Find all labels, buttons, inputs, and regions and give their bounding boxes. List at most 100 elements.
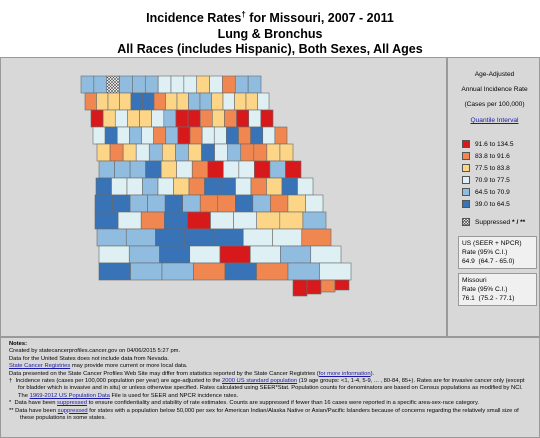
county-91[interactable] xyxy=(126,177,143,196)
county-146[interactable] xyxy=(224,262,257,281)
county-47[interactable] xyxy=(116,126,130,145)
county-2[interactable] xyxy=(106,75,120,94)
county-28[interactable] xyxy=(245,92,258,111)
county-139[interactable] xyxy=(249,245,281,264)
county-121[interactable] xyxy=(210,211,234,230)
county-104[interactable] xyxy=(112,194,131,213)
county-113[interactable] xyxy=(270,194,289,213)
county-70[interactable] xyxy=(214,143,228,162)
county-17[interactable] xyxy=(119,92,132,111)
county-147[interactable] xyxy=(256,262,289,281)
county-88[interactable] xyxy=(285,160,302,179)
county-77[interactable] xyxy=(114,160,131,179)
county-141[interactable] xyxy=(310,245,342,264)
county-98[interactable] xyxy=(235,177,252,196)
county-52[interactable] xyxy=(177,126,191,145)
county-58[interactable] xyxy=(250,126,264,145)
more-information-link[interactable]: for more information xyxy=(318,370,371,377)
county-114[interactable] xyxy=(287,194,306,213)
county-54[interactable] xyxy=(201,126,215,145)
county-24[interactable] xyxy=(199,92,212,111)
county-150[interactable] xyxy=(292,279,308,297)
county-9[interactable] xyxy=(196,75,210,94)
county-32[interactable] xyxy=(114,109,128,128)
county-44[interactable] xyxy=(260,109,274,128)
county-130[interactable] xyxy=(213,228,244,247)
county-62[interactable] xyxy=(109,143,124,162)
county-96[interactable] xyxy=(204,177,221,196)
county-100[interactable] xyxy=(266,177,283,196)
county-35[interactable] xyxy=(151,109,165,128)
county-118[interactable] xyxy=(140,211,165,230)
county-93[interactable] xyxy=(157,177,174,196)
county-103[interactable] xyxy=(94,194,113,213)
county-137[interactable] xyxy=(189,245,221,264)
county-34[interactable] xyxy=(139,109,152,128)
county-136[interactable] xyxy=(159,245,191,264)
county-23[interactable] xyxy=(188,92,201,111)
county-65[interactable] xyxy=(148,143,163,162)
county-25[interactable] xyxy=(211,92,224,111)
county-117[interactable] xyxy=(117,211,142,230)
county-26[interactable] xyxy=(222,92,235,111)
county-72[interactable] xyxy=(240,143,255,162)
county-134[interactable] xyxy=(98,245,130,264)
county-89[interactable] xyxy=(95,177,112,196)
county-22[interactable] xyxy=(176,92,189,111)
county-3[interactable] xyxy=(119,75,133,94)
county-63[interactable] xyxy=(122,143,137,162)
county-106[interactable] xyxy=(147,194,166,213)
county-152[interactable] xyxy=(320,279,336,293)
county-140[interactable] xyxy=(280,245,312,264)
county-92[interactable] xyxy=(142,177,159,196)
county-131[interactable] xyxy=(242,228,273,247)
county-37[interactable] xyxy=(175,109,189,128)
county-33[interactable] xyxy=(127,109,140,128)
suppressed-link-2[interactable]: suppressed xyxy=(57,407,88,414)
county-53[interactable] xyxy=(189,126,203,145)
county-31[interactable] xyxy=(102,109,116,128)
county-57[interactable] xyxy=(238,126,251,145)
county-101[interactable] xyxy=(281,177,298,196)
county-61[interactable] xyxy=(96,143,111,162)
county-151[interactable] xyxy=(306,279,322,295)
county-102[interactable] xyxy=(297,177,314,196)
state-cancer-registries-link[interactable]: State Cancer Registries xyxy=(9,363,71,370)
county-10[interactable] xyxy=(209,75,223,94)
county-144[interactable] xyxy=(161,262,194,281)
county-116[interactable] xyxy=(94,211,119,230)
county-55[interactable] xyxy=(213,126,227,145)
county-66[interactable] xyxy=(162,143,176,162)
county-36[interactable] xyxy=(163,109,177,128)
county-133[interactable] xyxy=(301,228,332,247)
county-20[interactable] xyxy=(153,92,166,111)
county-124[interactable] xyxy=(279,211,304,230)
county-0[interactable] xyxy=(80,75,95,94)
county-27[interactable] xyxy=(234,92,247,111)
county-135[interactable] xyxy=(128,245,160,264)
county-75[interactable] xyxy=(279,143,294,162)
county-126[interactable] xyxy=(96,228,127,247)
county-4[interactable] xyxy=(132,75,146,94)
county-85[interactable] xyxy=(238,160,255,179)
county-129[interactable] xyxy=(184,228,215,247)
county-112[interactable] xyxy=(252,194,271,213)
county-59[interactable] xyxy=(262,126,276,145)
county-46[interactable] xyxy=(104,126,118,145)
county-105[interactable] xyxy=(129,194,148,213)
county-110[interactable] xyxy=(217,194,236,213)
county-41[interactable] xyxy=(224,109,237,128)
county-43[interactable] xyxy=(248,109,262,128)
county-71[interactable] xyxy=(227,143,242,162)
county-149[interactable] xyxy=(319,262,352,281)
county-6[interactable] xyxy=(157,75,172,94)
county-7[interactable] xyxy=(170,75,185,94)
county-111[interactable] xyxy=(235,194,254,213)
county-69[interactable] xyxy=(201,143,215,162)
county-107[interactable] xyxy=(164,194,183,213)
county-67[interactable] xyxy=(175,143,189,162)
county-51[interactable] xyxy=(165,126,179,145)
county-83[interactable] xyxy=(207,160,224,179)
county-148[interactable] xyxy=(287,262,320,281)
county-138[interactable] xyxy=(219,245,251,264)
